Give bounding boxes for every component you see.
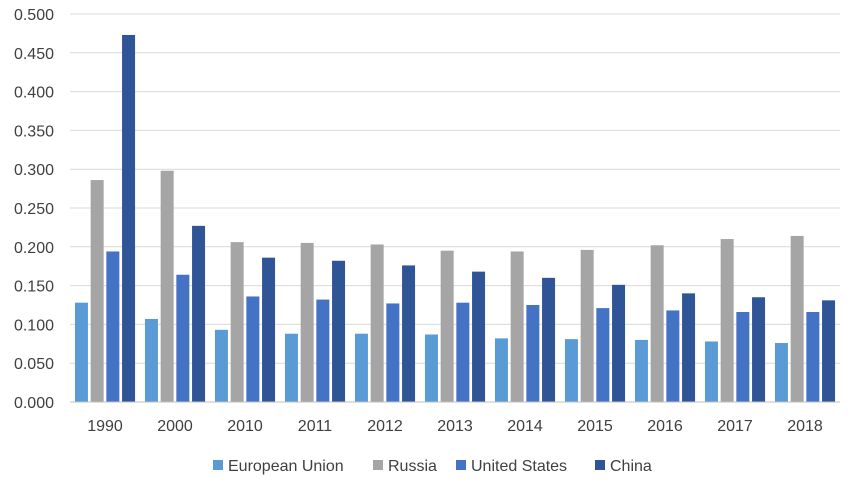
bar-european-union-2015 <box>564 339 578 402</box>
bar-russia-2010 <box>230 242 244 402</box>
bar-china-2014 <box>542 277 556 402</box>
legend-swatch <box>456 460 466 470</box>
bar-russia-2018 <box>790 235 804 402</box>
legend-item-united-states: United States <box>456 458 567 475</box>
bar-european-union-2013 <box>424 334 438 402</box>
bar-united-states-2016 <box>666 310 680 402</box>
x-tick-label: 2011 <box>298 418 333 435</box>
bar-united-states-2013 <box>456 302 470 402</box>
bar-china-2013 <box>472 271 486 402</box>
bar-european-union-2014 <box>494 338 508 402</box>
y-tick-label: 0.300 <box>14 162 54 179</box>
x-axis-labels: 1990 2000 2010 2011 2012 2013 2014 2015 2016 2017… <box>87 418 823 435</box>
legend-item-european-union: European Union <box>213 458 344 475</box>
y-tick-label: 0.500 <box>14 7 54 24</box>
y-tick-label: 0.250 <box>14 201 54 218</box>
bar-european-union-2010 <box>214 329 228 402</box>
x-tick-label: 2018 <box>787 418 823 435</box>
bar-european-union-2000 <box>144 318 158 402</box>
x-tick-label: 2016 <box>647 418 683 435</box>
bar-russia-2017 <box>720 239 734 402</box>
bar-european-union-2017 <box>704 341 718 402</box>
bar-russia-2000 <box>160 170 174 402</box>
bar-china-2000 <box>192 225 206 402</box>
legend-label: United States <box>471 458 567 475</box>
legend-item-russia: Russia <box>373 458 437 475</box>
bar-united-states-1990 <box>106 251 120 402</box>
bar-russia-2013 <box>440 250 454 402</box>
bar-china-2017 <box>752 297 766 402</box>
y-tick-label: 0.400 <box>14 85 54 102</box>
bar-united-states-2018 <box>806 311 820 402</box>
legend-swatch <box>373 460 383 470</box>
bar-united-states-2011 <box>316 299 330 402</box>
x-tick-label: 2017 <box>717 418 753 435</box>
bar-russia-2011 <box>300 242 314 402</box>
x-tick-label: 2010 <box>227 418 263 435</box>
y-tick-label: 0.000 <box>14 395 54 412</box>
y-tick-label: 0.050 <box>14 356 54 373</box>
bar-russia-1990 <box>90 180 104 402</box>
y-tick-label: 0.450 <box>14 46 54 63</box>
bar-european-union-2018 <box>774 343 788 402</box>
legend: European Union Russia United States China <box>213 458 652 475</box>
y-tick-label: 0.100 <box>14 317 54 334</box>
bar-united-states-2017 <box>736 311 750 402</box>
y-axis-labels: 0.000 0.050 0.100 0.150 0.200 0.250 0.300 0.350… <box>14 7 54 412</box>
legend-swatch <box>595 460 605 470</box>
bar-russia-2014 <box>510 251 524 402</box>
bar-european-union-1990 <box>74 302 88 402</box>
legend-swatch <box>213 460 223 470</box>
x-tick-label: 2012 <box>367 418 403 435</box>
bar-china-2012 <box>402 265 416 402</box>
x-tick-label: 2014 <box>507 418 543 435</box>
bar-china-2015 <box>612 284 626 402</box>
bar-russia-2015 <box>580 249 594 402</box>
bar-china-2011 <box>332 260 346 402</box>
bar-united-states-2015 <box>596 308 610 402</box>
bar-european-union-2016 <box>634 339 648 402</box>
x-tick-label: 2013 <box>437 418 473 435</box>
y-tick-label: 0.150 <box>14 279 54 296</box>
x-tick-label: 1990 <box>87 418 123 435</box>
y-tick-label: 0.350 <box>14 123 54 140</box>
legend-label: European Union <box>228 458 344 475</box>
legend-label: Russia <box>388 458 437 475</box>
legend-label: China <box>610 458 652 475</box>
bar-china-2018 <box>822 300 836 402</box>
bar-european-union-2012 <box>354 333 368 402</box>
bar-china-1990 <box>122 34 136 403</box>
y-tick-label: 0.200 <box>14 240 54 257</box>
bars <box>74 34 836 403</box>
legend-item-china: China <box>595 458 652 475</box>
bar-russia-2016 <box>650 245 664 402</box>
bar-china-2010 <box>262 257 276 402</box>
bar-united-states-2012 <box>386 303 400 402</box>
bar-united-states-2010 <box>246 296 260 402</box>
x-tick-label: 2015 <box>577 418 613 435</box>
bar-china-2016 <box>682 293 696 402</box>
bar-united-states-2000 <box>176 274 190 402</box>
bar-european-union-2011 <box>284 333 298 402</box>
x-tick-label: 2000 <box>157 418 193 435</box>
bar-russia-2012 <box>370 244 384 402</box>
bar-united-states-2014 <box>526 305 540 402</box>
